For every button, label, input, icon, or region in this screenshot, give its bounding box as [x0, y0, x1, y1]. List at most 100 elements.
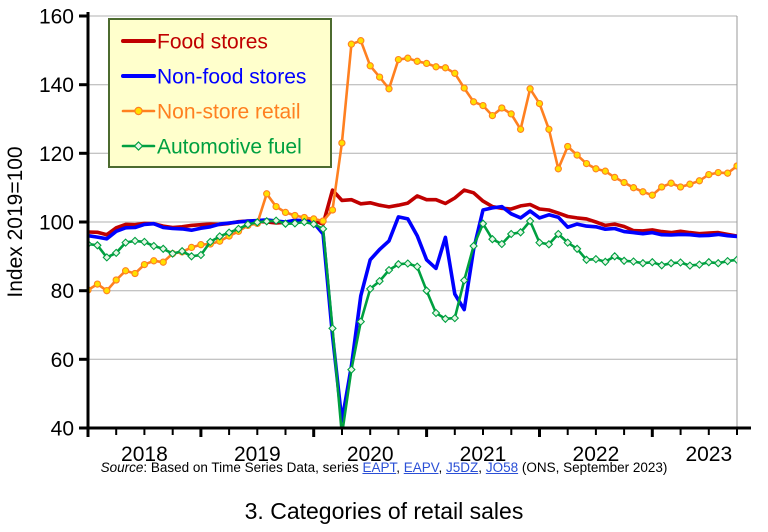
data-point — [253, 218, 262, 227]
data-point — [516, 125, 525, 133]
data-point — [102, 253, 112, 262]
data-point — [328, 324, 337, 333]
series-link-eapv[interactable]: EAPV — [403, 460, 439, 475]
data-point — [686, 180, 694, 188]
data-point — [639, 188, 647, 196]
data-point — [648, 257, 657, 267]
x-tick-label: 2021 — [460, 443, 507, 466]
data-point — [309, 219, 318, 229]
data-point — [535, 238, 544, 247]
data-point — [498, 104, 506, 112]
data-point — [319, 217, 327, 225]
y-tick-label: 40 — [51, 418, 74, 441]
source-note: Source: Based on Time Series Data, serie… — [0, 460, 768, 475]
source-sep-3: , — [478, 460, 486, 475]
data-point — [121, 238, 130, 247]
source-suffix: (ONS, September 2023) — [518, 460, 668, 475]
figure-title: 3. Categories of retail sales — [244, 498, 524, 524]
source-sep-2: , — [438, 460, 447, 475]
data-point — [638, 258, 648, 268]
data-point — [272, 202, 280, 211]
data-point — [507, 110, 515, 118]
data-point — [733, 162, 737, 170]
data-point — [243, 220, 253, 229]
data-point — [422, 286, 431, 295]
data-point — [516, 228, 525, 237]
series-line — [88, 204, 737, 423]
legend-item-fuel[interactable]: Automotive fuel — [121, 136, 302, 159]
data-point — [112, 276, 120, 284]
legend-label: Food stores — [157, 31, 268, 54]
data-point — [658, 183, 666, 191]
data-point — [263, 190, 271, 198]
y-tick-label: 160 — [39, 6, 74, 29]
data-point — [451, 69, 459, 77]
data-point — [140, 260, 149, 269]
data-point — [224, 228, 234, 237]
y-tick-label: 60 — [51, 349, 74, 372]
x-tick-label: 2019 — [234, 443, 281, 466]
y-axis-title: Index 2019=100 — [4, 146, 27, 297]
data-point — [762, 169, 768, 175]
legend-marker-circle — [134, 106, 143, 116]
data-point — [620, 178, 628, 187]
data-point — [488, 111, 497, 120]
data-point — [384, 265, 394, 275]
data-point — [506, 229, 516, 239]
legend-item-nonstore[interactable]: Non-store retail — [121, 101, 301, 124]
data-point — [412, 262, 422, 271]
x-tick-label: 2020 — [347, 443, 394, 466]
data-point — [177, 246, 187, 256]
source-sep-1: , — [396, 460, 404, 475]
series-link-j5dz[interactable]: J5DZ — [446, 460, 479, 475]
data-point — [582, 159, 591, 168]
data-point — [300, 217, 309, 227]
legend-item-food[interactable]: Food stores — [121, 31, 268, 54]
x-tick-label: 2018 — [121, 443, 168, 466]
data-point — [318, 224, 328, 234]
data-point — [338, 139, 346, 147]
data-point — [667, 179, 675, 187]
data-point — [695, 177, 704, 185]
data-point — [431, 308, 441, 318]
data-point — [488, 234, 497, 244]
series-link-jo58[interactable]: JO58 — [485, 460, 519, 475]
data-point — [554, 229, 563, 239]
data-point — [290, 219, 300, 228]
data-point — [131, 269, 139, 278]
series-group — [88, 37, 768, 428]
data-point — [478, 219, 488, 228]
data-point — [271, 216, 281, 225]
series-line — [88, 188, 737, 238]
data-point — [629, 257, 638, 266]
data-point — [168, 249, 177, 258]
data-point — [714, 168, 722, 177]
legend-item-nonfood[interactable]: Non-food stores — [121, 66, 306, 89]
data-point — [497, 239, 507, 249]
data-point — [657, 261, 666, 270]
series-non-food-stores — [88, 204, 737, 423]
retail-sales-line-chart: 40 60 80 100 120 140 160 2018 2019 2020 2021 2022 20… — [4, 6, 768, 466]
data-point — [385, 85, 393, 93]
legend-label: Automotive fuel — [157, 136, 302, 159]
series-automotive-fuel — [88, 216, 737, 428]
data-point — [753, 161, 759, 167]
data-point — [554, 165, 562, 173]
y-tick-label: 80 — [51, 280, 74, 303]
data-point — [563, 238, 572, 247]
x-tick-label: 2022 — [573, 443, 620, 466]
series-link-eapt[interactable]: EAPT — [362, 460, 397, 475]
data-point — [619, 256, 629, 266]
data-point — [215, 232, 224, 241]
data-point — [666, 258, 676, 268]
data-point — [526, 85, 534, 93]
data-point — [601, 167, 609, 175]
series-line — [88, 219, 737, 428]
data-point — [347, 40, 356, 48]
data-point — [723, 169, 732, 177]
data-point — [356, 317, 366, 326]
data-point — [591, 254, 601, 264]
data-point — [601, 257, 610, 267]
data-point — [723, 256, 732, 266]
chart-legend: Food stores Non-food stores Non-store reta… — [108, 18, 332, 168]
